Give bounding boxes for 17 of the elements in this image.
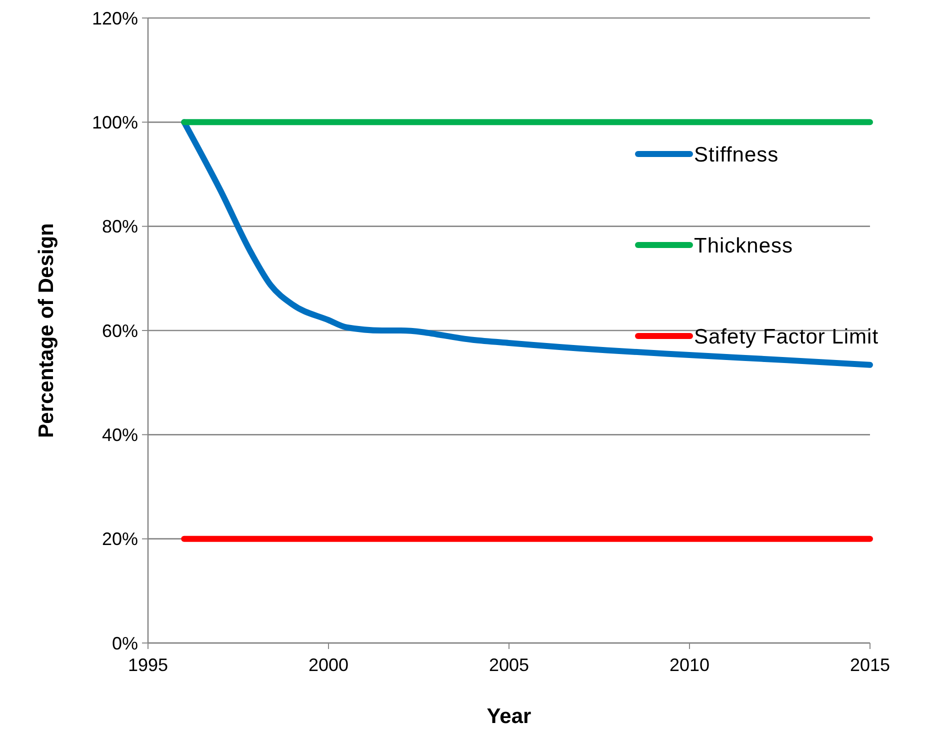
y-tick-label: 60% bbox=[102, 320, 138, 341]
y-tick-label: 100% bbox=[92, 112, 138, 132]
x-tick-label: 2000 bbox=[308, 655, 349, 675]
x-tick-label: 1995 bbox=[128, 655, 168, 675]
y-tick-label: 80% bbox=[102, 216, 138, 237]
y-tick-label: 20% bbox=[102, 529, 138, 550]
x-tick-label: 2015 bbox=[850, 655, 890, 675]
y-tick-label: 120% bbox=[92, 8, 138, 28]
legend-label: Stiffness bbox=[694, 143, 779, 166]
y-axis-title: Percentage of Design bbox=[35, 223, 58, 438]
x-tick-label: 2005 bbox=[488, 655, 530, 675]
legend-label: Thickness bbox=[694, 234, 794, 258]
y-tick-label: 40% bbox=[102, 424, 138, 445]
legend-label: Safety Factor Limit bbox=[694, 325, 879, 348]
x-tick-label: 2010 bbox=[669, 655, 710, 675]
y-tick-label: 0% bbox=[112, 633, 138, 654]
x-axis-title: Year bbox=[486, 705, 532, 728]
